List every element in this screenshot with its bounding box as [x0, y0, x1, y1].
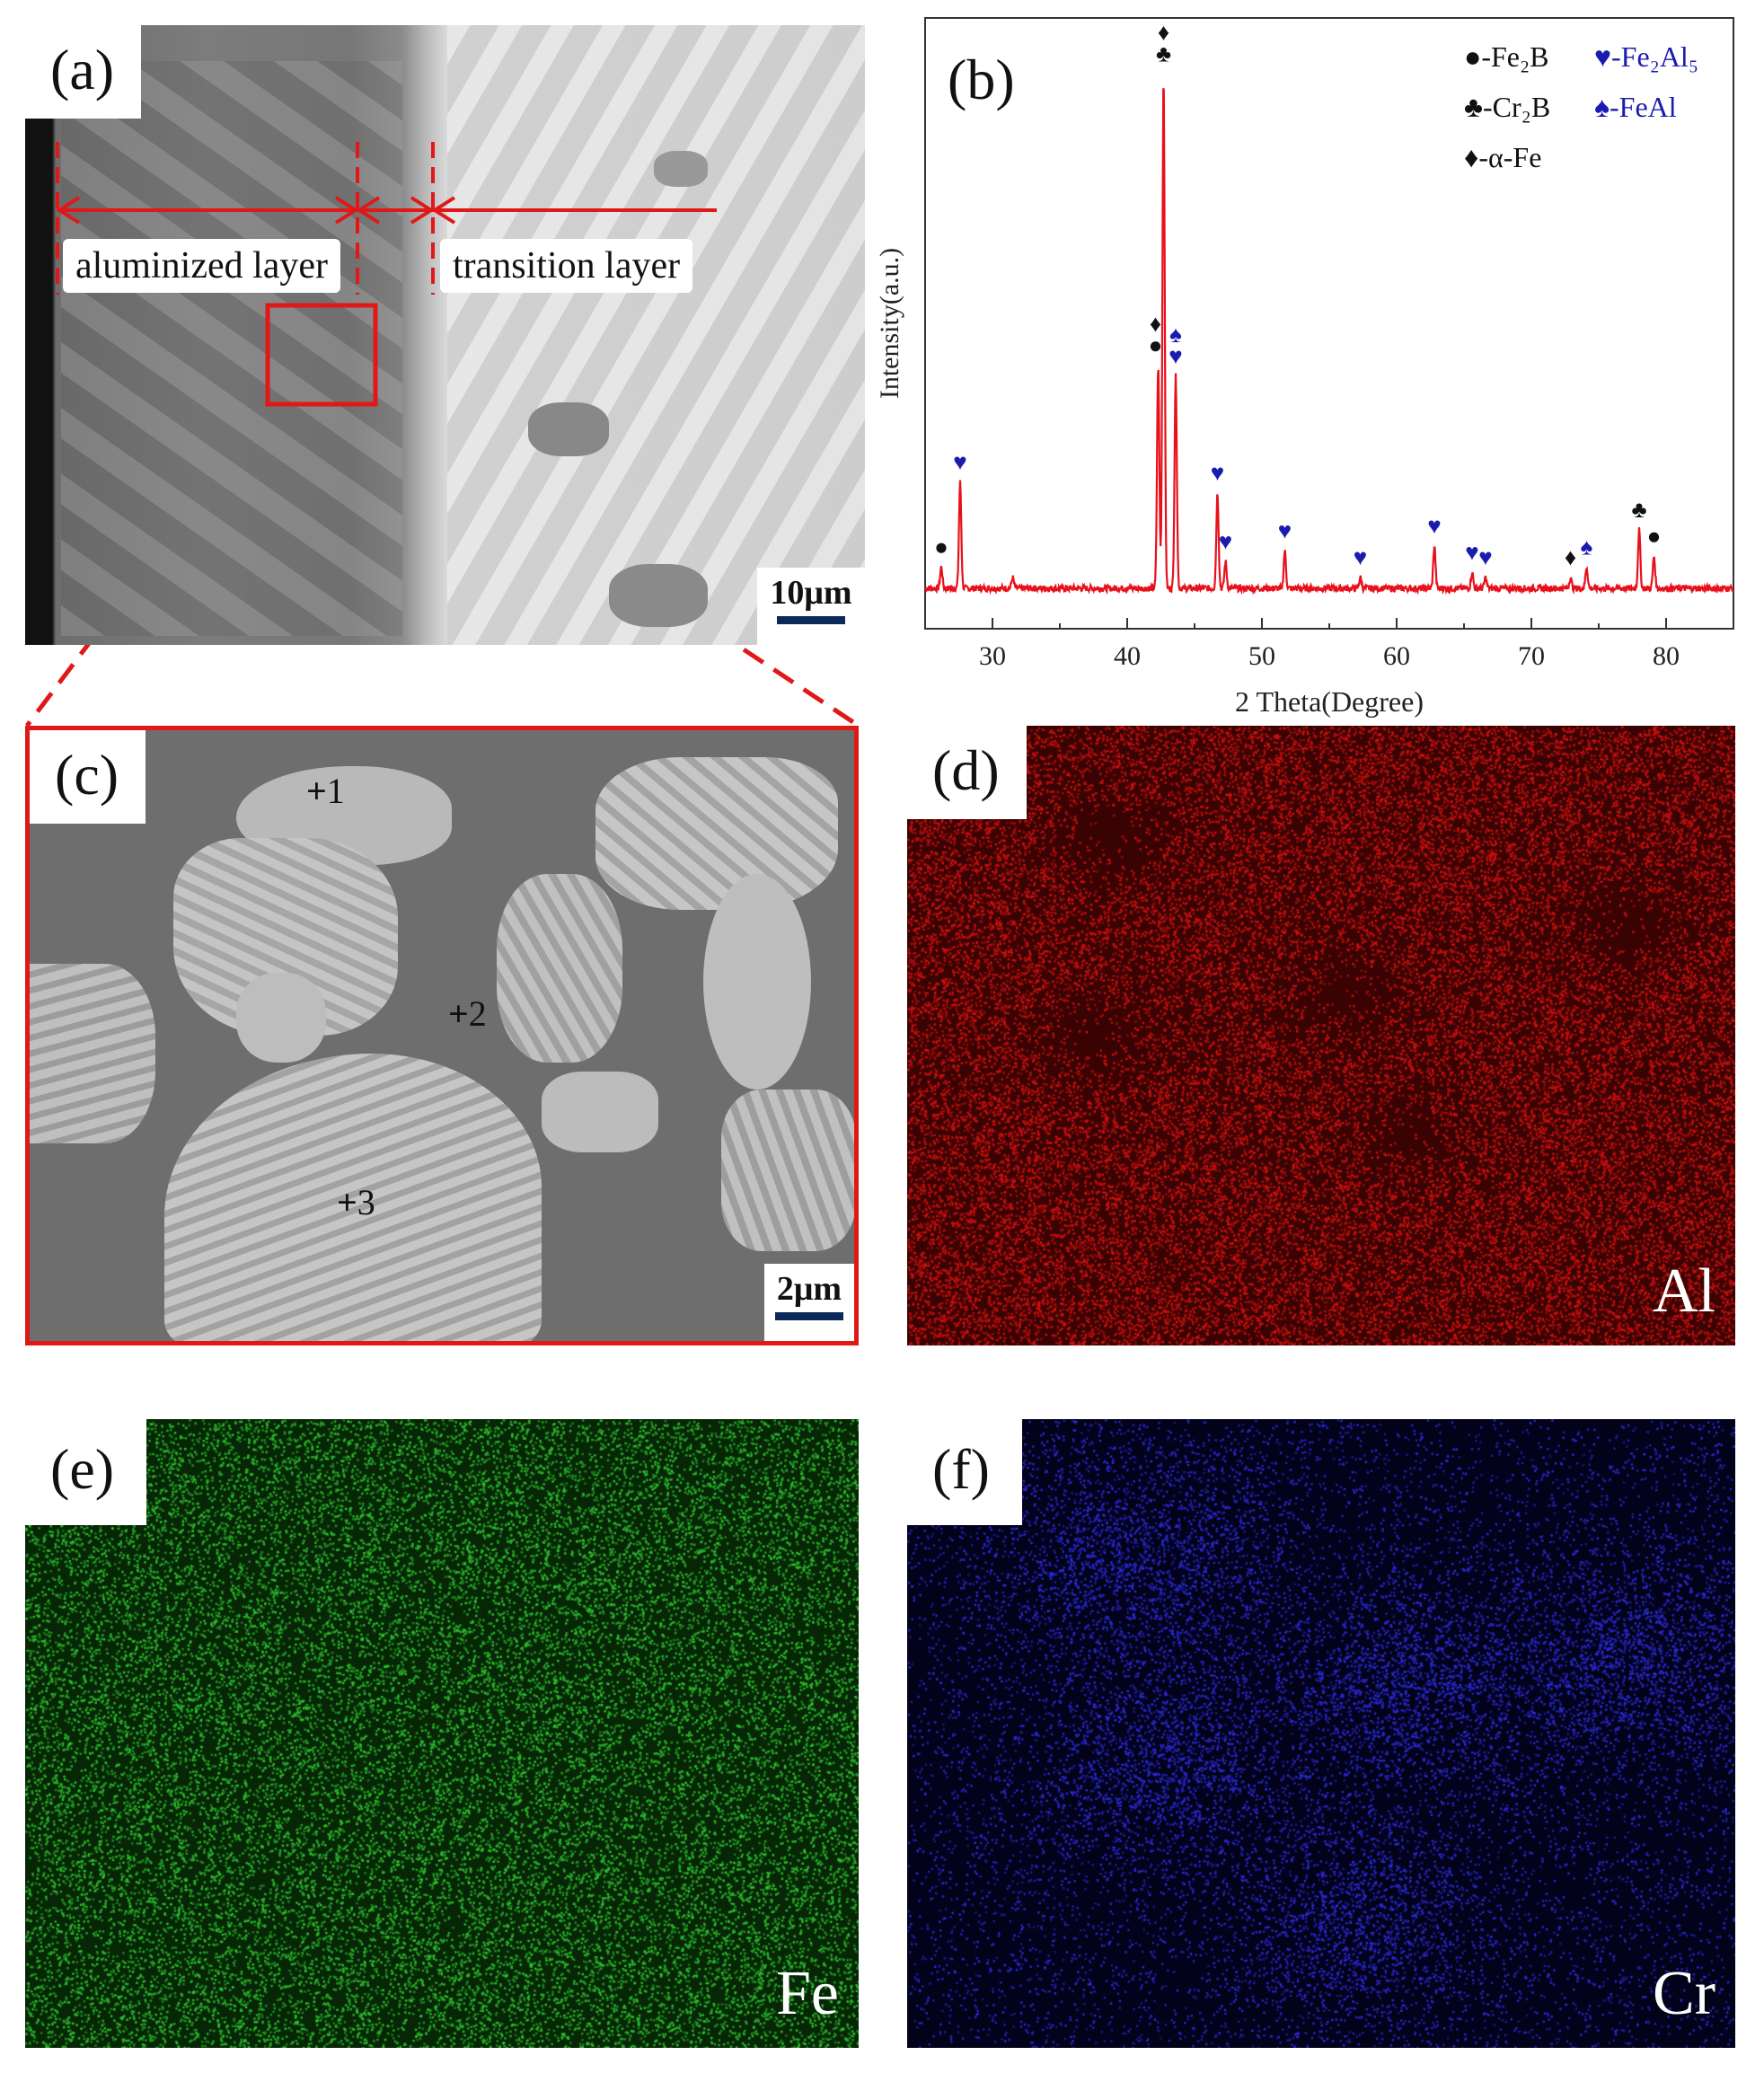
point-label-1: 1: [326, 771, 345, 811]
fe-map-noise: [25, 1419, 859, 2048]
peak-marker: ●: [934, 534, 948, 560]
x-tick-label: 60: [1383, 641, 1410, 671]
panel-a-label: (a): [25, 25, 142, 119]
point-marker-3: +3: [337, 1182, 375, 1222]
peak-marker: ♥: [1211, 460, 1224, 486]
panel-d-al-map: (d) Al: [907, 726, 1735, 1345]
oval-particle: [703, 874, 811, 1090]
peak-marker: ♥: [1278, 518, 1292, 544]
particle-small: [236, 973, 326, 1063]
panel-b-label: (b): [948, 48, 1015, 111]
al-map-noise: [907, 726, 1735, 1345]
element-label-fe: Fe: [776, 1959, 839, 2028]
aluminized-texture: [61, 61, 402, 636]
scale-bar-c: 2μm: [764, 1264, 854, 1341]
peak-marker: ♥: [953, 449, 966, 475]
peak-marker: ♥: [1478, 544, 1492, 570]
point-label-2: 2: [468, 993, 487, 1034]
lamellar-particle: [595, 757, 838, 910]
point-label-3: 3: [357, 1182, 375, 1222]
peak-marker: ♥: [1465, 539, 1478, 565]
peak-marker: ♥: [1354, 544, 1367, 570]
x-axis-label: 2 Theta(Degree): [1235, 685, 1424, 718]
peak-marker: ♦: [1565, 544, 1576, 570]
panel-e-label: (e): [25, 1419, 147, 1525]
panel-b-xrd-chart: 30 40 50 60 70 80 ●♥●♦♣♦♥♠♥♥ ♥♥♥♥ ♥ ♦ ♠♣● ●-Fe₂B ♥…: [876, 17, 1734, 718]
xrd-trace-line: [924, 87, 1734, 595]
peak-marker: ♦: [1158, 20, 1169, 46]
panel-a-sem-image: aluminized layer transition layer (a) 10…: [25, 25, 865, 645]
peak-marker: ♥: [1427, 513, 1441, 539]
peak-marker: ♦: [1150, 311, 1161, 337]
legend-entry: ♦-α-Fe: [1464, 141, 1541, 173]
panel-c-label: (c): [30, 730, 146, 824]
scale-bar-c-text: 2μm: [776, 1270, 842, 1308]
legend-entry: ●-Fe₂B: [1464, 40, 1548, 73]
aluminized-layer-label: aluminized layer: [63, 239, 341, 293]
element-label-cr: Cr: [1653, 1959, 1715, 2028]
layer-annotation: [56, 142, 717, 407]
cr-map-noise: [907, 1419, 1735, 2048]
lamellar-particle-large: [164, 1054, 542, 1341]
legend-entry: ♠-FeAl: [1594, 91, 1677, 123]
scale-bar-a-text: 10μm: [770, 574, 852, 612]
element-label-al: Al: [1653, 1257, 1715, 1326]
y-axis-label: Intensity(a.u.): [876, 248, 904, 399]
peak-marker: ♣: [1631, 497, 1646, 523]
peak-marker: ●: [1149, 332, 1163, 358]
dark-inclusion: [654, 151, 708, 187]
peak-marker: ●: [1647, 524, 1662, 550]
peak-marker: ♣: [1156, 41, 1171, 67]
lamellar-particle: [721, 1090, 854, 1251]
panel-d-label: (d): [907, 726, 1027, 819]
panel-f-cr-map: (f) Cr: [907, 1419, 1735, 2048]
lamellar-particle: [30, 964, 155, 1143]
legend-entry: ♥-Fe₂Al₅: [1594, 40, 1698, 73]
dark-inclusion: [609, 564, 708, 627]
x-tick-label: 40: [1114, 641, 1141, 671]
x-tick-label: 50: [1248, 641, 1275, 671]
panel-f-label: (f): [907, 1419, 1022, 1525]
x-tick-label: 70: [1518, 641, 1545, 671]
transition-layer-label: transition layer: [440, 239, 693, 293]
scale-bar-a: 10μm: [757, 568, 865, 645]
x-tick-label: 80: [1653, 641, 1680, 671]
panel-e-fe-map: (e) Fe: [25, 1419, 859, 2048]
peak-marker: ♠: [1581, 534, 1593, 560]
panel-c-sem-zoom-image: +1 +2 +3 (c) 2μm: [25, 726, 859, 1345]
dark-inclusion: [528, 402, 609, 456]
peak-marker: ♥: [1219, 529, 1232, 555]
scale-bar-c-line: [775, 1312, 843, 1320]
transition-texture: [447, 25, 865, 645]
scale-bar-a-line: [777, 616, 845, 624]
x-tick-label: 30: [979, 641, 1006, 671]
legend-entry: ♣-Cr₂B: [1464, 91, 1550, 123]
point-marker-2: +2: [448, 993, 487, 1034]
peak-marker: ♥: [1169, 343, 1182, 369]
particle-small: [542, 1072, 658, 1152]
peak-marker: ♠: [1169, 322, 1182, 348]
point-marker-1: +1: [306, 771, 345, 811]
lamellar-particle: [497, 874, 622, 1063]
